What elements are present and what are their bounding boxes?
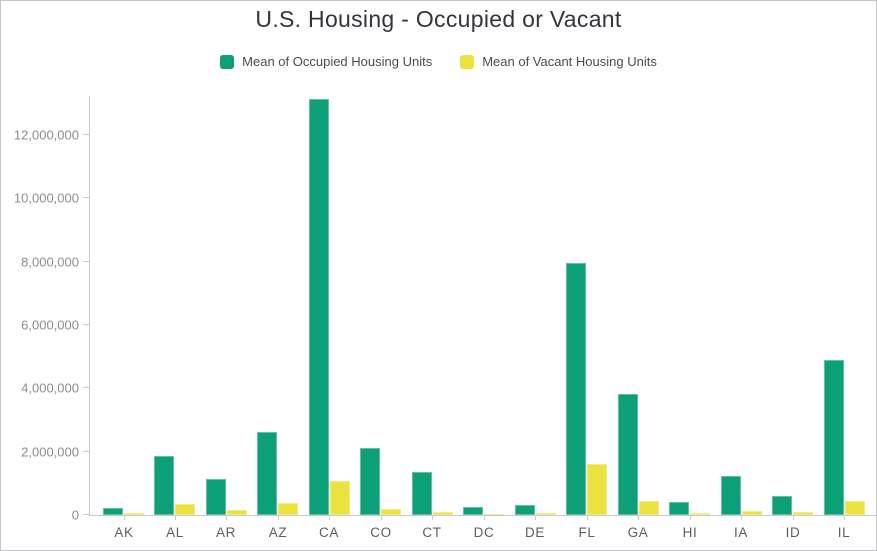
- chart-title: U.S. Housing - Occupied or Vacant: [255, 6, 622, 32]
- y-axis-tick: [83, 261, 89, 262]
- x-label-HI: HI: [682, 525, 698, 540]
- y-tick-label: 0: [71, 507, 79, 523]
- bar-vacant-DE[interactable]: [536, 513, 556, 515]
- x-label-AL: AL: [166, 525, 184, 540]
- y-tick-label: 10,000,000: [13, 190, 79, 206]
- x-axis-tick: [638, 515, 639, 520]
- x-axis-tick: [278, 515, 279, 520]
- x-label-AR: AR: [216, 525, 236, 540]
- y-tick-label: 2,000,000: [21, 444, 79, 460]
- x-axis-tick: [175, 515, 176, 520]
- legend-label-vacant: Mean of Vacant Housing Units: [482, 54, 657, 69]
- y-axis-tick: [83, 387, 89, 388]
- x-axis-tick: [690, 515, 691, 520]
- x-label-GA: GA: [627, 525, 649, 540]
- bar-vacant-CO[interactable]: [381, 509, 401, 515]
- x-axis-tick: [844, 515, 845, 520]
- y-axis-tick: [83, 451, 89, 452]
- bar-vacant-AR[interactable]: [227, 510, 247, 515]
- legend-label-occupied: Mean of Occupied Housing Units: [242, 54, 433, 69]
- x-axis-tick: [587, 515, 588, 520]
- bar-occupied-HI[interactable]: [669, 502, 689, 515]
- bar-vacant-AZ[interactable]: [278, 503, 298, 515]
- x-label-CO: CO: [370, 525, 392, 540]
- bar-occupied-CO[interactable]: [360, 448, 380, 515]
- x-axis-tick: [124, 515, 125, 520]
- bar-vacant-AL[interactable]: [175, 504, 195, 515]
- occupied-series-swatch-icon: [220, 54, 235, 69]
- legend-item-vacant[interactable]: Mean of Vacant Housing Units: [460, 54, 657, 69]
- bar-vacant-FL[interactable]: [587, 464, 607, 515]
- bar-vacant-DC[interactable]: [484, 514, 504, 515]
- x-label-DC: DC: [473, 525, 495, 540]
- bar-vacant-HI[interactable]: [690, 513, 710, 515]
- y-tick-label: 4,000,000: [21, 380, 79, 396]
- bar-occupied-DC[interactable]: [463, 507, 483, 515]
- x-axis-tick: [329, 515, 330, 520]
- bar-vacant-CT[interactable]: [433, 512, 453, 515]
- bar-occupied-CA[interactable]: [309, 99, 329, 515]
- bar-occupied-AL[interactable]: [154, 456, 174, 515]
- y-axis-tick: [83, 197, 89, 198]
- legend-item-occupied[interactable]: Mean of Occupied Housing Units: [220, 54, 432, 69]
- x-axis-tick: [793, 515, 794, 520]
- y-axis-tick: [83, 324, 89, 325]
- vacant-series-swatch-icon: [460, 54, 475, 69]
- bar-vacant-IL[interactable]: [845, 501, 865, 515]
- bar-occupied-DE[interactable]: [515, 505, 535, 515]
- x-label-DE: DE: [525, 525, 545, 540]
- bar-vacant-GA[interactable]: [639, 501, 659, 515]
- x-axis-tick: [432, 515, 433, 520]
- y-tick-label: 12,000,000: [13, 127, 79, 143]
- x-axis-tick: [535, 515, 536, 520]
- x-label-CT: CT: [422, 525, 442, 540]
- bar-occupied-FL[interactable]: [566, 263, 586, 515]
- bar-occupied-AZ[interactable]: [257, 432, 277, 515]
- x-axis-tick: [484, 515, 485, 520]
- x-axis-tick: [741, 515, 742, 520]
- bar-occupied-CT[interactable]: [412, 472, 432, 515]
- x-label-CA: CA: [319, 525, 339, 540]
- bar-occupied-GA[interactable]: [618, 394, 638, 515]
- bar-vacant-ID[interactable]: [793, 512, 813, 515]
- x-label-FL: FL: [578, 525, 596, 540]
- y-axis-tick: [83, 514, 89, 515]
- bar-occupied-AR[interactable]: [206, 479, 226, 515]
- x-label-IA: IA: [734, 525, 748, 540]
- x-label-AZ: AZ: [268, 525, 288, 540]
- y-tick-label: 6,000,000: [21, 317, 79, 333]
- bar-occupied-ID[interactable]: [772, 496, 792, 515]
- bar-vacant-CA[interactable]: [330, 481, 350, 515]
- y-axis-tick: [83, 134, 89, 135]
- bar-occupied-AK[interactable]: [103, 508, 123, 515]
- bar-vacant-AK[interactable]: [124, 513, 144, 515]
- x-label-ID: ID: [785, 525, 801, 540]
- bar-vacant-IA[interactable]: [742, 511, 762, 515]
- plot-area: 0 2,000,000 4,000,000 6,000,000 8,000,000 10,…: [14, 96, 876, 540]
- x-axis-tick: [226, 515, 227, 520]
- x-axis-tick: [381, 515, 382, 520]
- x-label-IL: IL: [837, 525, 851, 540]
- bar-occupied-IA[interactable]: [721, 476, 741, 515]
- y-tick-label: 8,000,000: [21, 254, 79, 270]
- legend: Mean of Occupied Housing Units Mean of V…: [1, 54, 876, 69]
- bar-occupied-IL[interactable]: [824, 360, 844, 515]
- x-label-AK: AK: [114, 525, 134, 540]
